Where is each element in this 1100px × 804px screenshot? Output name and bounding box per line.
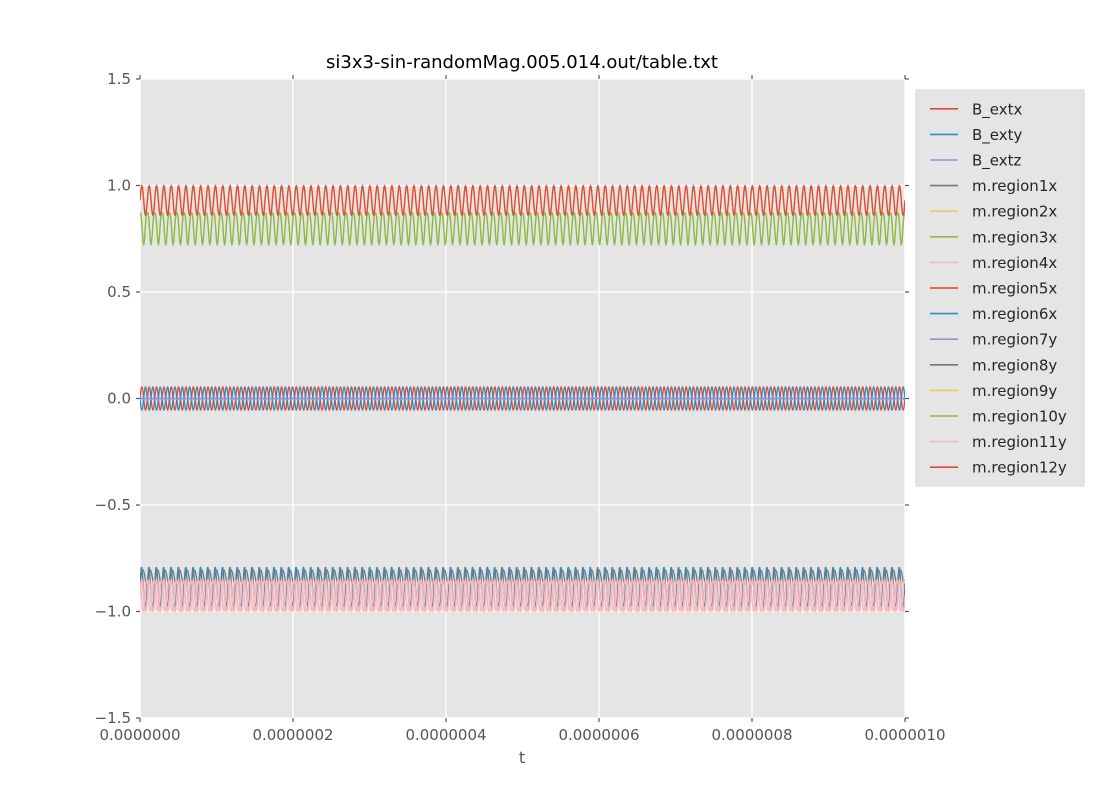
legend-label: m.region2x	[972, 203, 1057, 221]
legend-label: m.region8y	[972, 356, 1057, 374]
legend-label: B_extz	[972, 152, 1022, 171]
legend-label: B_extx	[972, 100, 1023, 119]
legend-item-m.region9y: m.region9y	[930, 382, 1057, 400]
legend-label: m.region11y	[972, 433, 1067, 451]
legend-item-m.region11y: m.region11y	[930, 433, 1067, 451]
legend-label: m.region7y	[972, 331, 1057, 349]
legend-item-B_extx: B_extx	[930, 100, 1023, 119]
legend-label: m.region6x	[972, 305, 1057, 323]
series-line-m.region3x	[140, 212, 905, 246]
legend-item-B_exty: B_exty	[930, 126, 1023, 145]
y-tick-label: 1.0	[107, 177, 131, 195]
series-line-m.region11y	[140, 578, 905, 613]
legend-label: m.region9y	[972, 382, 1057, 400]
plot-series	[140, 184, 905, 613]
legend: B_extx B_exty B_extz m.region1x m.region2x m.…	[915, 89, 1085, 487]
legend-item-m.region4x: m.region4x	[930, 254, 1057, 272]
series-line-m.region5x	[140, 184, 905, 216]
x-tick-label: 0.0000010	[864, 726, 945, 744]
x-tick-label: 0.0000002	[252, 726, 333, 744]
legend-label: m.region4x	[972, 254, 1057, 272]
y-tick-label: −0.5	[95, 496, 131, 514]
x-tick-label: 0.0000008	[711, 726, 792, 744]
y-tick-labels: 1.5 1.0 0.5 0.0 −0.5 −1.0 −1.5	[95, 70, 131, 727]
y-tick-label: 0.5	[107, 283, 131, 301]
legend-item-m.region5x: m.region5x	[930, 280, 1057, 298]
series-line-m.region4x	[140, 578, 905, 613]
x-tick-labels: 0.0000000 0.0000002 0.0000004 0.0000006 0.00…	[99, 726, 945, 744]
legend-label: m.region3x	[972, 228, 1057, 246]
legend-item-m.region2x: m.region2x	[930, 203, 1057, 221]
legend-item-m.region8y: m.region8y	[930, 356, 1057, 374]
y-tick-label: −1.5	[95, 709, 131, 727]
legend-item-m.region6x: m.region6x	[930, 305, 1057, 323]
legend-item-m.region7y: m.region7y	[930, 331, 1057, 349]
legend-item-B_extz: B_extz	[930, 152, 1022, 171]
x-tick-label: 0.0000004	[405, 726, 486, 744]
y-tick-label: 1.5	[107, 70, 131, 88]
x-tick-label: 0.0000006	[558, 726, 639, 744]
legend-label: B_exty	[972, 126, 1023, 145]
legend-label: m.region5x	[972, 280, 1057, 298]
y-tick-label: −1.0	[95, 603, 131, 621]
chart-title: si3x3-sin-randomMag.005.014.out/table.tx…	[326, 52, 718, 73]
legend-item-m.region12y: m.region12y	[930, 459, 1067, 477]
x-axis-label: t	[519, 748, 525, 767]
x-tick-label: 0.0000000	[99, 726, 180, 744]
legend-label: m.region1x	[972, 177, 1057, 195]
legend-item-m.region1x: m.region1x	[930, 177, 1057, 195]
legend-item-m.region3x: m.region3x	[930, 228, 1057, 246]
legend-item-m.region10y: m.region10y	[930, 408, 1067, 426]
legend-label: m.region12y	[972, 459, 1067, 477]
y-tick-label: 0.0	[107, 390, 131, 408]
tick-marks	[136, 75, 909, 722]
legend-label: m.region10y	[972, 408, 1067, 426]
